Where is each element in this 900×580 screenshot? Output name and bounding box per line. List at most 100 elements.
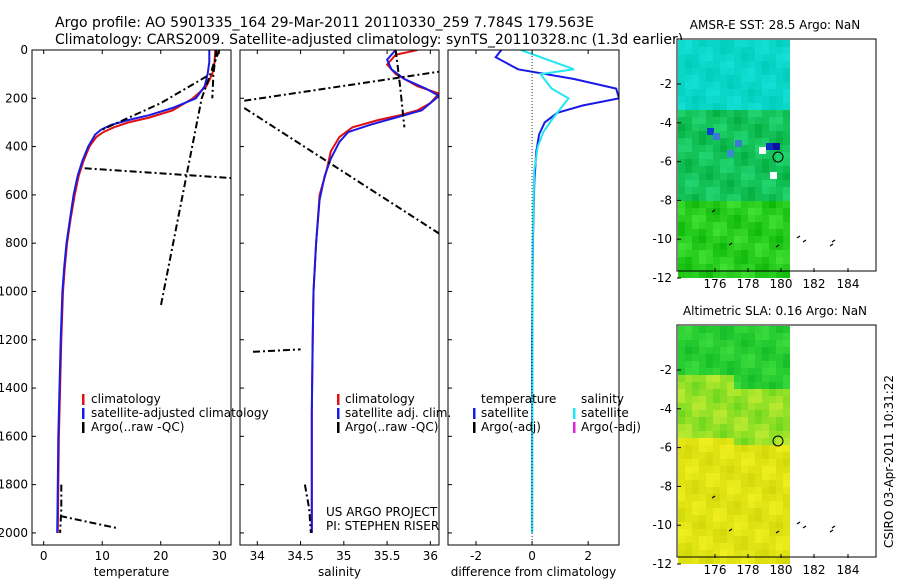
difference-legend: temperature satellite Argo(-adj) salinit… [473, 392, 641, 434]
legend-swatch-sat [82, 408, 85, 419]
map-y-tick-label: -10 [652, 232, 672, 246]
map-x-tick-label: 182 [803, 277, 826, 291]
y-tick-label: 600 [5, 188, 28, 202]
legend-swatch-clim [82, 394, 85, 405]
project-annotation: US ARGO PROJECT [326, 505, 438, 519]
legend-sal-sat: satellite [581, 406, 629, 420]
x-tick-label: 35 [336, 549, 351, 563]
series-clim-0 [56, 50, 217, 533]
map-x-tick-label: 178 [737, 277, 760, 291]
legend-salinity-heading: salinity [581, 392, 624, 406]
map-y-tick-label: -10 [652, 518, 672, 532]
sst-map-frame [676, 38, 877, 272]
sst-map-panel: AMSR-E SST: 28.5 Argo: NaN -2 -4 -6 -8 -10 -1… [652, 18, 877, 291]
island-mark [728, 528, 733, 532]
series-argo-4 [211, 50, 218, 99]
island-mark [831, 525, 836, 529]
map-x-tick-label: 176 [704, 277, 727, 291]
legend-swatch-sal-sat [573, 408, 576, 419]
map-y-tick-label: -8 [660, 479, 672, 493]
legend-swatch-temp-sat [473, 408, 476, 419]
y-tick-label: 1800 [0, 478, 28, 492]
plot-frame [239, 49, 440, 546]
timestamp-label: CSIRO 03-Apr-2011 10:31:22 [882, 375, 896, 548]
map-y-tick-label: -8 [660, 193, 672, 207]
map-x-tick-label: 176 [704, 563, 727, 577]
sla-field [678, 326, 790, 564]
x-axis-label: difference from climatology [451, 565, 617, 579]
map-y-tick-label: -6 [660, 441, 672, 455]
legend-swatch-argo [82, 422, 85, 433]
legend-temp-sat: satellite [481, 406, 529, 420]
series-argo-6 [303, 484, 312, 533]
legend-swatch-argo [337, 422, 340, 433]
island-mark [775, 530, 780, 534]
header-line-2: Climatology: CARS2009. Satellite-adjuste… [55, 32, 683, 48]
temperature-legend: climatology satellite-adjusted climatolo… [82, 392, 269, 434]
legend-swatch-sal-argo [573, 422, 576, 433]
x-tick-label: 35.5 [374, 549, 401, 563]
y-tick-label: 1400 [0, 381, 28, 395]
salinity-legend: climatology satellite adj. clim. Argo(..… [337, 392, 451, 434]
plot-frame [447, 49, 620, 546]
pi-annotation: PI: STEPHEN RISER [326, 519, 439, 533]
map-x-tick-label: 178 [737, 563, 760, 577]
y-tick-label: 400 [5, 140, 28, 154]
series-argo-7 [59, 515, 118, 530]
y-tick-label: 800 [5, 236, 28, 250]
legend-sal-argo: Argo(-adj) [581, 420, 641, 434]
island-mark [796, 521, 801, 525]
y-tick-label: 1000 [0, 284, 28, 298]
series-argo-5 [84, 167, 231, 179]
series-sat-1 [310, 50, 439, 533]
argo-float-marker [772, 435, 784, 447]
sst-field [678, 40, 790, 278]
legend-clim: climatology [345, 392, 415, 406]
x-tick-label: 2 [584, 549, 592, 563]
x-tick-label: 30 [212, 549, 227, 563]
x-axis-label: temperature [94, 565, 169, 579]
series-argo-3 [243, 107, 439, 235]
x-tick-label: 0 [528, 549, 536, 563]
profile-panel-1: 0 10 20 30 0 200 400 600 800 1000 1200 1400 1600 1800… [0, 43, 232, 579]
island-mark [775, 244, 780, 248]
profile-panel-2: 34 34.5 35 35.5 36 salinity [239, 49, 440, 579]
series-argo-4 [252, 348, 301, 353]
legend-sat: satellite adj. clim. [345, 406, 451, 420]
map-y-tick-label: -12 [652, 271, 672, 285]
island-mark [802, 525, 807, 529]
x-tick-label: 34 [250, 549, 265, 563]
profile-panel-3: -2 0 2 difference from climatology [447, 49, 620, 579]
legend-swatch-sat [337, 408, 340, 419]
map-x-tick-label: 180 [770, 563, 793, 577]
legend-swatch-temp-argo [473, 422, 476, 433]
legend-temperature-heading: temperature [481, 392, 556, 406]
legend-temp-argo: Argo(-adj) [481, 420, 541, 434]
map-y-tick-label: -4 [660, 116, 672, 130]
argo-float-marker [772, 151, 784, 163]
series-argo-3 [159, 50, 221, 307]
plot-frame [31, 49, 232, 546]
series-cyan-1 [520, 50, 575, 533]
series-argo-5 [394, 50, 406, 128]
island-mark [831, 239, 836, 243]
x-tick-label: 34.5 [287, 549, 314, 563]
map-x-tick-label: 184 [837, 277, 860, 291]
x-tick-label: 10 [95, 549, 110, 563]
legend-clim: climatology [91, 392, 161, 406]
island-mark [829, 243, 834, 247]
legend-sat: satellite-adjusted climatology [91, 406, 269, 420]
legend-swatch-clim [337, 394, 340, 405]
map-x-tick-label: 184 [837, 563, 860, 577]
sst-map-title: AMSR-E SST: 28.5 Argo: NaN [690, 18, 860, 32]
island-mark [829, 529, 834, 533]
y-tick-label: 2000 [0, 526, 28, 540]
y-tick-label: 200 [5, 91, 28, 105]
map-y-tick-label: -6 [660, 155, 672, 169]
sla-map-frame [676, 324, 877, 558]
island-mark [802, 239, 807, 243]
island-mark [711, 495, 716, 499]
map-y-tick-label: -2 [660, 363, 672, 377]
y-tick-label: 1200 [0, 333, 28, 347]
